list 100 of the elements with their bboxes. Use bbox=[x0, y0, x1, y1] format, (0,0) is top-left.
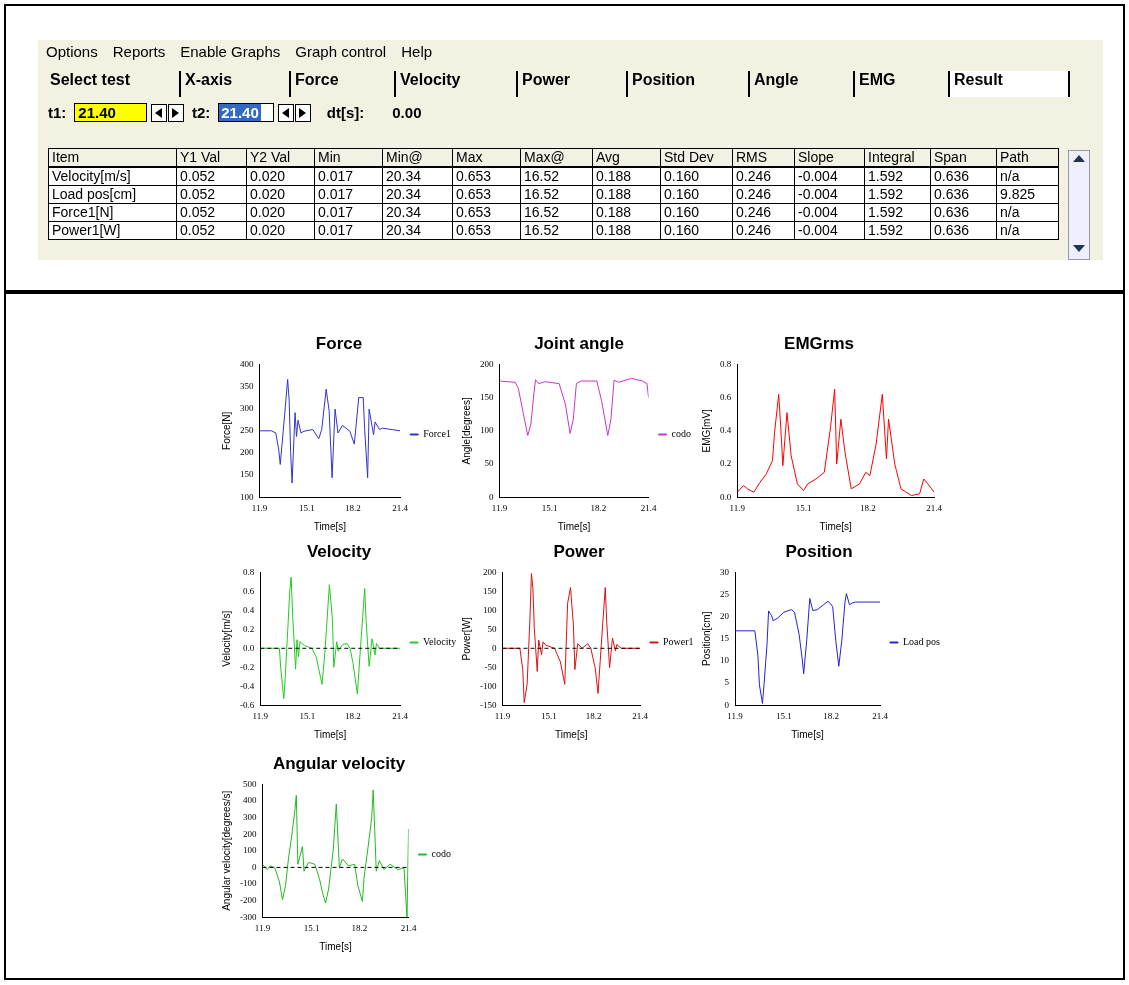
text: -0.004 bbox=[798, 204, 838, 220]
text: 0.246 bbox=[736, 222, 772, 238]
text: 0.017 bbox=[318, 204, 354, 220]
y-tick-label: 0.0 bbox=[720, 491, 732, 502]
category-label: Integral bbox=[864, 148, 931, 167]
chart-title: EMGrms bbox=[784, 333, 854, 353]
text: 0.160 bbox=[664, 204, 700, 220]
x-tick-label: 18.2 bbox=[823, 710, 840, 721]
text: 0.246 bbox=[736, 204, 772, 220]
text: 0.020 bbox=[250, 204, 286, 220]
x-tick-label: 18.2 bbox=[585, 710, 602, 721]
chart-title: Power bbox=[553, 541, 605, 561]
y-tick-label: 0 bbox=[489, 491, 494, 502]
y-tick-label: 0.8 bbox=[243, 566, 255, 577]
y-tick-label: 200 bbox=[243, 828, 257, 839]
category-label: Avg bbox=[592, 148, 661, 167]
text: Angle bbox=[750, 71, 855, 97]
text: 0.160 bbox=[664, 186, 700, 202]
text: 0.00 bbox=[392, 104, 422, 121]
text: 0.020 bbox=[250, 222, 286, 238]
legend-label: codo bbox=[671, 428, 692, 440]
y-tick-label: -150 bbox=[480, 699, 497, 710]
text: X-axis bbox=[181, 71, 291, 97]
y-tick-label: 300 bbox=[243, 811, 257, 822]
text: 0.188 bbox=[596, 168, 632, 184]
text: Result bbox=[950, 71, 1070, 97]
y-tick-label: 0.4 bbox=[243, 604, 255, 615]
y-tick-label: -0.4 bbox=[240, 680, 255, 691]
x-axis-title: Time[s] bbox=[313, 520, 347, 532]
y-tick-label: 0.6 bbox=[720, 391, 732, 402]
y-axis-title: Angle[degrees] bbox=[460, 396, 472, 465]
y-tick-label: 10 bbox=[720, 655, 730, 666]
text: 0.017 bbox=[318, 222, 354, 238]
x-tick-label: 11.9 bbox=[494, 710, 511, 721]
text: 0.653 bbox=[456, 222, 492, 238]
text: 20.34 bbox=[386, 168, 422, 184]
text: t2: bbox=[191, 104, 211, 121]
text: 0.653 bbox=[456, 186, 492, 202]
text: 0.636 bbox=[934, 222, 970, 238]
text: n/a bbox=[1000, 204, 1020, 220]
category-label: Load pos[cm] bbox=[52, 186, 137, 202]
text: 16.52 bbox=[524, 222, 560, 238]
y-tick-label: -300 bbox=[240, 911, 257, 922]
text: 20.34 bbox=[386, 222, 422, 238]
x-tick-label: 18.2 bbox=[590, 502, 607, 513]
y-tick-label: -0.6 bbox=[240, 699, 255, 710]
y-tick-label: -100 bbox=[480, 680, 497, 691]
text: 0.020 bbox=[250, 186, 286, 202]
y-tick-label: 200 bbox=[240, 447, 254, 458]
text: Position bbox=[628, 71, 750, 97]
text: 0.017 bbox=[318, 168, 354, 184]
category-label: Span bbox=[930, 148, 997, 167]
y-tick-label: 200 bbox=[480, 358, 494, 369]
text: 0.188 bbox=[596, 186, 632, 202]
legend-label: Power1 bbox=[663, 636, 694, 648]
category-label: Force1[N] bbox=[52, 204, 114, 220]
legend-label: Velocity bbox=[423, 636, 457, 648]
x-axis-title: Time[s] bbox=[319, 940, 352, 952]
y-tick-label: 0.8 bbox=[720, 358, 732, 369]
y-tick-label: 50 bbox=[487, 623, 497, 634]
x-tick-label: 15.1 bbox=[795, 502, 812, 513]
x-tick-label: 21.4 bbox=[400, 922, 417, 933]
x-tick-label: 15.1 bbox=[540, 710, 557, 721]
text: 1.592 bbox=[868, 204, 904, 220]
y-axis-title: Angular velocity[degrees/s] bbox=[220, 790, 232, 911]
y-tick-label: 15 bbox=[720, 633, 730, 644]
y-tick-label: 50 bbox=[484, 458, 494, 469]
chart-title: Joint angle bbox=[534, 333, 624, 353]
text: 1.592 bbox=[868, 186, 904, 202]
text: -0.004 bbox=[798, 168, 838, 184]
y-tick-label: 200 bbox=[483, 566, 497, 577]
category-label: Min bbox=[314, 148, 383, 167]
category-label: Std Dev bbox=[660, 148, 733, 167]
x-tick-label: 18.2 bbox=[344, 502, 361, 513]
x-tick-label: 21.4 bbox=[640, 502, 657, 513]
y-tick-label: 30 bbox=[720, 566, 730, 577]
y-tick-label: 300 bbox=[240, 403, 254, 414]
category-label: Path bbox=[996, 148, 1059, 167]
y-tick-label: 150 bbox=[483, 585, 497, 596]
y-tick-label: 500 bbox=[243, 778, 257, 789]
text: 0.160 bbox=[664, 222, 700, 238]
x-tick-label: 11.9 bbox=[252, 710, 269, 721]
x-tick-label: 21.4 bbox=[926, 502, 943, 513]
category-label: Power1[W] bbox=[52, 222, 121, 238]
y-tick-label: 0.6 bbox=[243, 585, 255, 596]
y-tick-label: 5 bbox=[724, 677, 730, 688]
y-tick-label: 0 bbox=[492, 642, 497, 653]
text: t1: bbox=[48, 104, 67, 121]
text: 16.52 bbox=[524, 204, 560, 220]
x-tick-label: 15.1 bbox=[775, 710, 792, 721]
category-label: Slope bbox=[794, 148, 865, 167]
y-tick-label: -100 bbox=[240, 878, 257, 889]
text: dt[s]: bbox=[326, 104, 365, 121]
text: 21.40 bbox=[74, 103, 147, 122]
y-tick-label: -200 bbox=[240, 894, 257, 905]
y-tick-label: 0.2 bbox=[720, 458, 732, 469]
x-tick-label: 21.4 bbox=[872, 710, 889, 721]
text: 0.653 bbox=[456, 204, 492, 220]
x-axis-title: Time[s] bbox=[313, 728, 347, 740]
y-tick-label: 25 bbox=[720, 588, 730, 599]
